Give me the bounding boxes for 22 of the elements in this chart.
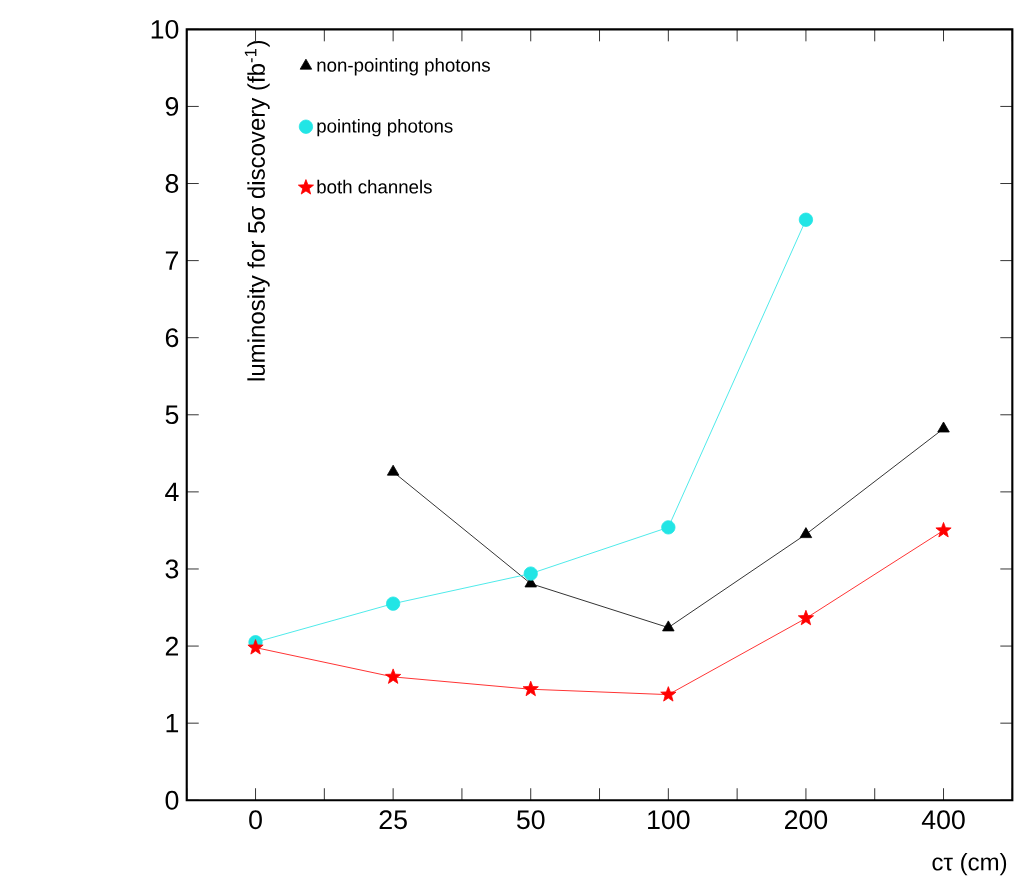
legend-label: non-pointing photons — [317, 58, 490, 76]
legend-label: pointing photons — [317, 119, 453, 137]
y-tick-label: 6 — [165, 328, 179, 348]
x-axis-title: cτ (cm) — [932, 853, 1007, 876]
x-tick-label: 200 — [785, 810, 828, 830]
y-tick-label: 1 — [166, 714, 179, 733]
y-tick-label: 3 — [165, 559, 179, 579]
x-tick-label: 100 — [648, 810, 690, 830]
y-tick-label: 2 — [165, 636, 179, 656]
y-tick-label: 5 — [165, 405, 179, 425]
y-tick-label: 7 — [165, 251, 179, 270]
y-tick-label: 8 — [165, 174, 179, 194]
y-tick-label: 9 — [165, 97, 179, 117]
x-tick-label: 50 — [516, 810, 545, 830]
x-tick-label: 400 — [921, 810, 965, 830]
y-tick-label: 10 — [151, 20, 179, 39]
x-tick-label: 0 — [249, 810, 262, 830]
y-axis-title: luminosity for 5σ discovery (fb$^{-1}$) — [244, 41, 270, 381]
y-tick-label: 0 — [165, 791, 179, 810]
legend-label: both channels — [317, 180, 432, 194]
x-tick-label: 25 — [379, 810, 407, 830]
y-tick-label: 4 — [165, 482, 179, 502]
